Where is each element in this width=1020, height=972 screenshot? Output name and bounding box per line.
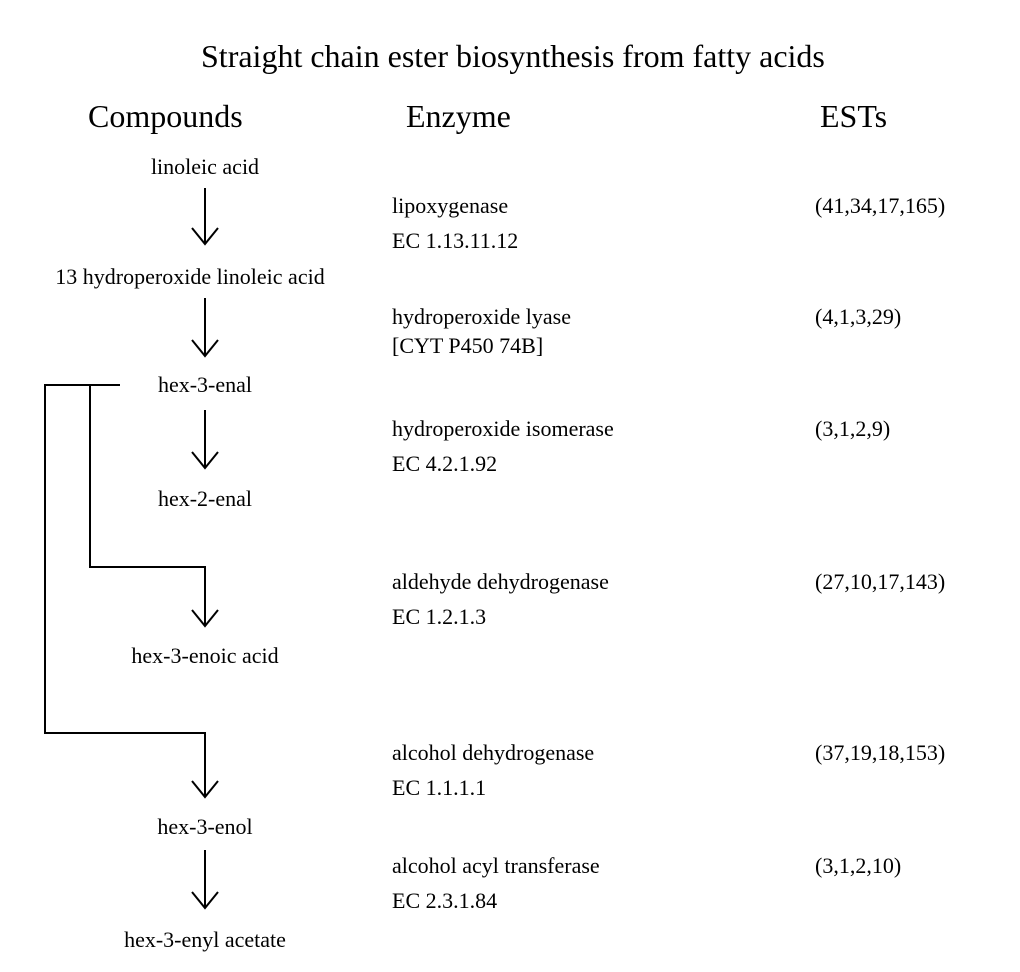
header-ests: ESTs (820, 98, 888, 134)
enzyme-hydroperoxide-lyase: hydroperoxide lyase (392, 304, 571, 329)
arrow-linoleic-to-hydroperoxide (191, 188, 219, 246)
enzyme-alcohol-dehydrogenase: alcohol dehydrogenase (392, 740, 595, 765)
ec-hydroperoxide-isomerase: EC 4.2.1.92 (392, 451, 498, 476)
enzyme-alcohol-acyl-transferase: alcohol acyl transferase (392, 853, 600, 878)
ec-aldehyde-dehydrogenase: EC 1.2.1.3 (392, 604, 487, 629)
ec-hydroperoxide-lyase: [CYT P450 74B] (392, 333, 544, 358)
arrow-hex-3-enal-to-hex-2-enal (191, 410, 219, 470)
enzyme-lipoxygenase: lipoxygenase (392, 193, 509, 218)
ests-alcohol-acyl-transferase: (3,1,2,10) (815, 853, 902, 878)
ec-alcohol-acyl-transferase: EC 2.3.1.84 (392, 888, 498, 913)
branch-hex-3-enal-to-hex-3-enoic-acid (89, 384, 219, 628)
ec-alcohol-dehydrogenase: EC 1.1.1.1 (392, 775, 487, 800)
compound-linoleic-acid: linoleic acid (150, 154, 260, 179)
header-compounds: Compounds (88, 98, 243, 134)
ests-alcohol-dehydrogenase: (37,19,18,153) (815, 740, 946, 765)
compound-hex-3-enoic-acid: hex-3-enoic acid (131, 643, 279, 668)
ests-lipoxygenase: (41,34,17,165) (815, 193, 946, 218)
header-enzyme: Enzyme (406, 98, 511, 134)
compound-13-hydroperoxide-linoleic-acid: 13 hydroperoxide linoleic acid (55, 264, 325, 289)
ests-hydroperoxide-isomerase: (3,1,2,9) (815, 416, 891, 441)
ests-hydroperoxide-lyase: (4,1,3,29) (815, 304, 902, 329)
branch-hex-3-enal-to-hex-3-enol (44, 384, 219, 799)
ests-aldehyde-dehydrogenase: (27,10,17,143) (815, 569, 946, 594)
enzyme-aldehyde-dehydrogenase: aldehyde dehydrogenase (392, 569, 609, 594)
compound-hex-3-enyl-acetate: hex-3-enyl acetate (124, 927, 286, 952)
ec-lipoxygenase: EC 1.13.11.12 (392, 228, 519, 253)
compound-hex-2-enal: hex-2-enal (157, 486, 253, 511)
diagram-title: Straight chain ester biosynthesis from f… (201, 38, 825, 74)
arrow-hydroperoxide-to-hex-3-enal (191, 298, 219, 358)
compound-hex-3-enal: hex-3-enal (157, 372, 253, 397)
arrow-hex-3-enol-to-hex-3-enyl-acetate (191, 850, 219, 910)
enzyme-hydroperoxide-isomerase: hydroperoxide isomerase (392, 416, 614, 441)
compound-hex-3-enol: hex-3-enol (157, 814, 253, 839)
